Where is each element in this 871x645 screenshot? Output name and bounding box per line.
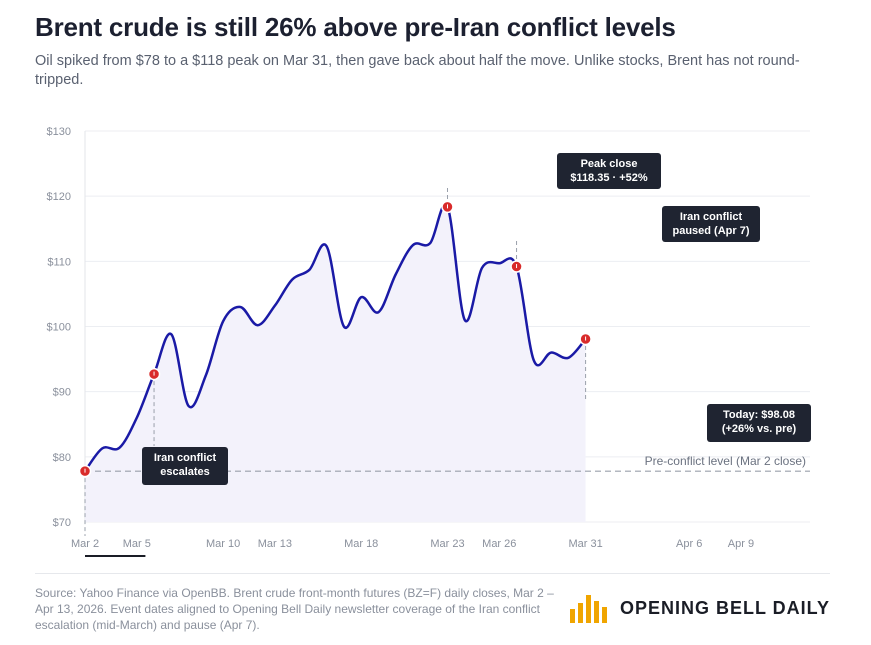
pre-conflict-label: Pre-conflict level (Mar 2 close): [645, 454, 806, 468]
annotation-text: Today: $98.08: [723, 409, 795, 421]
area-fill: [85, 204, 586, 522]
annotation-box: Peak close $118.35 · +52%: [557, 153, 661, 189]
annotation-box: Iran conflict escalates: [142, 447, 228, 485]
y-tick-label: $70: [53, 517, 71, 529]
x-tick-label: Mar 2: [71, 538, 99, 550]
brand-logo: OPENING BELL DAILY: [570, 590, 830, 626]
annotation-text: $118.35 · +52%: [570, 172, 648, 184]
x-tick-label: Mar 23: [430, 538, 464, 550]
x-tick-label: Apr 6: [676, 538, 702, 550]
annotation-bg: [707, 404, 811, 442]
annotation-text: paused (Apr 7): [672, 225, 749, 237]
bar-chart-logo-icon: [570, 595, 607, 623]
x-tick-label: Mar 26: [482, 538, 516, 550]
annotation-text: Iran conflict: [680, 211, 743, 223]
chart-subtitle: Oil spiked from $78 to a $118 peak on Ma…: [35, 53, 800, 88]
x-tick-label: Mar 5: [123, 538, 151, 550]
annotation-box: Iran conflict paused (Apr 7): [662, 206, 760, 242]
annotation-text: Iran conflict: [154, 452, 217, 464]
x-tick-label: Mar 31: [568, 538, 602, 550]
source-note: Source: Yahoo Finance via OpenBB. Brent …: [35, 586, 554, 632]
annotation-bg: [142, 447, 228, 485]
annotation-box: Today: $98.08 (+26% vs. pre): [707, 404, 811, 442]
event-markers: [78, 200, 592, 478]
chart-title: Brent crude is still 26% above pre-Iran …: [35, 12, 676, 42]
y-tick-label: $130: [47, 126, 71, 138]
y-tick-label: $120: [47, 191, 71, 203]
y-tick-label: $100: [47, 322, 71, 334]
annotations: Iran conflict escalates Peak close $118.35 …: [142, 153, 811, 485]
series-line: [83, 203, 587, 472]
brent-line-chart: $70$80$90$100$110$120$130 Mar 2 Mar 5 Mar …: [47, 126, 811, 557]
annotation-bg: [662, 206, 760, 242]
annotation-bg: [557, 153, 661, 189]
annotation-text: escalates: [160, 466, 210, 478]
x-tick-label: Mar 13: [258, 538, 292, 550]
y-tick-label: $90: [53, 387, 71, 399]
x-tick-label: Mar 10: [206, 538, 240, 550]
footer-divider: [35, 573, 830, 574]
x-axis-ticks: Mar 2 Mar 5 Mar 10 Mar 13 Mar 18 Mar 23 Mar 26…: [71, 538, 754, 557]
y-tick-label: $110: [47, 256, 71, 268]
x-tick-label: Apr 9: [728, 538, 754, 550]
annotation-text: Peak close: [581, 158, 638, 170]
annotation-text: (+26% vs. pre): [722, 423, 797, 435]
brand-name: OPENING BELL DAILY: [620, 597, 831, 618]
y-axis-ticks: $70 $80 $90 $100 $110 $120 $130: [47, 126, 71, 529]
x-tick-label: Mar 18: [344, 538, 378, 550]
y-tick-label: $80: [53, 452, 71, 464]
